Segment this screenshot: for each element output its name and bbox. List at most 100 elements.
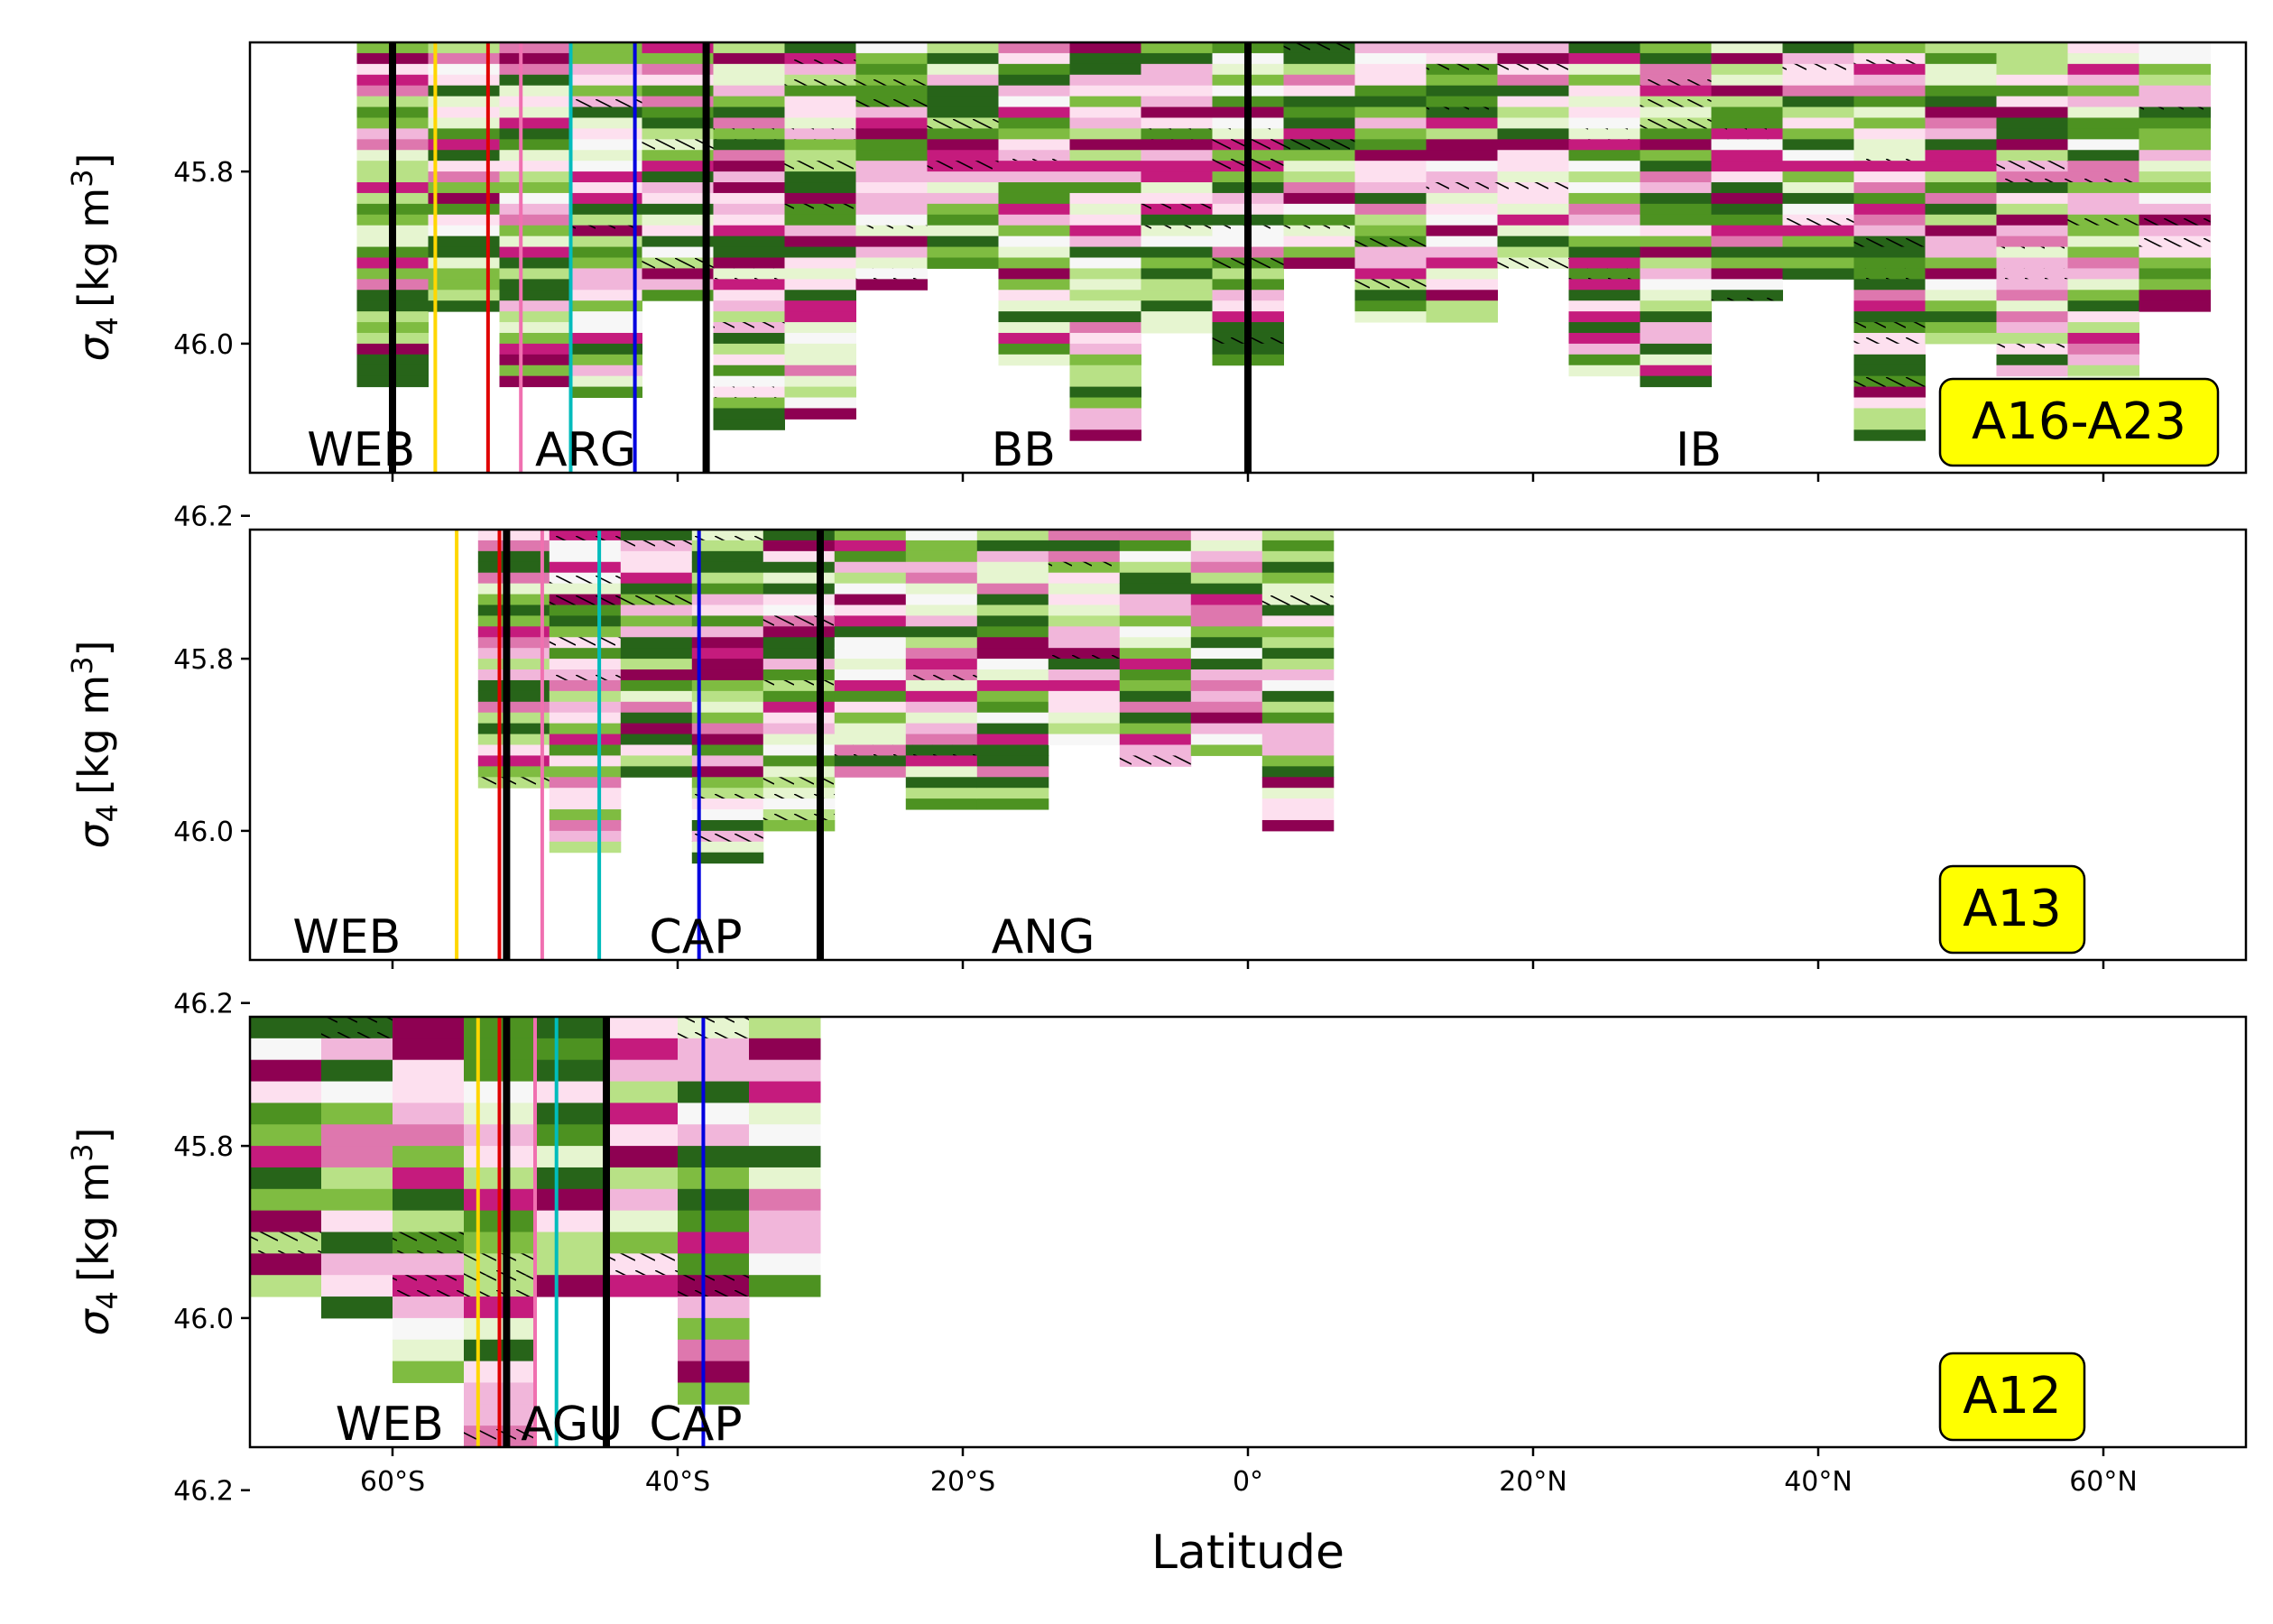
hatched-cell [1853,332,1926,344]
heatmap-cell [642,192,714,205]
heatmap-cell [1996,42,2068,54]
heatmap-cell [713,106,785,118]
heatmap-cell [1640,279,1712,291]
heatmap-cell [428,300,500,312]
heatmap-cell [2139,225,2211,237]
basin-boundary-lines [389,42,1252,473]
heatmap-cell [691,572,764,585]
heatmap-cell [1141,52,1213,65]
heatmap-cell [678,1339,750,1362]
heatmap-cell [1996,117,2068,129]
heatmap-cell [393,1339,465,1362]
heatmap-cell [321,1146,393,1168]
hatched-cell [321,1017,393,1038]
heatmap-cell [713,343,785,355]
heatmap-cell [477,755,550,767]
heatmap-cell [927,63,999,76]
heatmap-cell [1996,290,2068,301]
heatmap-cell [535,1188,607,1212]
heatmap-cell [1048,626,1121,638]
heatmap-cell [976,777,1049,789]
heatmap-cell [477,744,550,756]
heatmap-cell [713,182,785,194]
heatmap-cell [1996,139,2068,151]
heatmap-cell [1426,139,1498,151]
heatmap-cell [499,52,571,65]
heatmap-cell [250,1081,322,1103]
heatmap-cell [927,106,999,118]
heatmap-cell [691,594,764,605]
heatmap-cell [784,235,856,248]
heatmap-cell [1190,712,1263,724]
heatmap-cell [2139,117,2211,129]
heatmap-cell [762,626,836,638]
heatmap-cell [1996,128,2068,140]
section-tag: A12 [1938,1352,2086,1442]
heatmap-cell [749,1275,821,1297]
heatmap-cell [1853,106,1926,118]
heatmap-cell [1069,52,1141,65]
heatmap-cell [713,235,785,248]
heatmap-cell [1069,364,1141,377]
heatmap-cell [691,561,764,574]
heatmap-cell [2139,203,2211,216]
heatmap-cell [1925,257,1997,269]
hatched-cell [762,615,835,627]
heatmap-cell [393,1103,465,1125]
heatmap-cell [570,106,642,118]
heatmap-cell [976,744,1049,756]
heatmap-cell [1283,106,1355,118]
heatmap-cell [1925,161,1997,172]
heatmap-cell [998,279,1070,291]
heatmap-cell [1069,182,1141,194]
heatmap-cell [2139,279,2211,291]
heatmap-cell [1190,615,1263,627]
basin-label: WEB [336,1398,444,1452]
heatmap-cell [976,561,1049,574]
heatmap-cell [1190,561,1263,574]
heatmap-cell [321,1081,393,1103]
heatmap-cell [606,1103,679,1125]
hatched-cell [1853,235,1926,247]
heatmap-cell [2139,192,2211,205]
heatmap-cell [855,85,928,97]
heatmap-cell [1996,52,2068,65]
heatmap-cell [1261,679,1335,692]
heatmap-cell [1925,279,1997,291]
heatmap-cell [477,766,550,778]
heatmap-cell [570,364,642,377]
heatmap-cell [905,648,978,660]
heatmap-cell [250,1167,322,1190]
heatmap-cell [1069,225,1141,237]
heatmap-cell [393,1017,465,1039]
heatmap-cell [976,669,1049,681]
hatched-cell [2139,235,2211,247]
heatmap-cell [570,74,642,87]
heatmap-cell [855,171,928,183]
x-tick-label: 20°S [930,1466,995,1498]
heatmap-cell [834,648,907,660]
heatmap-cell [499,192,571,205]
heatmap-cell [570,52,642,65]
heatmap-cell [642,128,714,140]
heatmap-cell [976,679,1049,692]
heatmap-cell [1497,139,1569,151]
heatmap-cell [499,85,571,97]
heatmap-cell [834,669,907,681]
hatched-cell [784,74,856,86]
heatmap-cell [713,300,785,312]
heatmap-cell [250,1059,322,1083]
heatmap-cell [570,214,642,226]
heatmap-cell [1996,214,2068,226]
heatmap-cell [976,712,1049,724]
heatmap-cell [784,364,856,377]
heatmap-cell [1426,268,1498,280]
heatmap-cell [1141,161,1213,172]
heatmap-cell [620,701,693,714]
heatmap-cell [1069,63,1141,76]
heatmap-cell [2067,257,2139,269]
heatmap-cell [1568,225,1640,237]
heatmap-cell [1261,766,1335,778]
heatmap-cell [1925,192,1997,205]
heatmap-cell [1568,161,1640,172]
